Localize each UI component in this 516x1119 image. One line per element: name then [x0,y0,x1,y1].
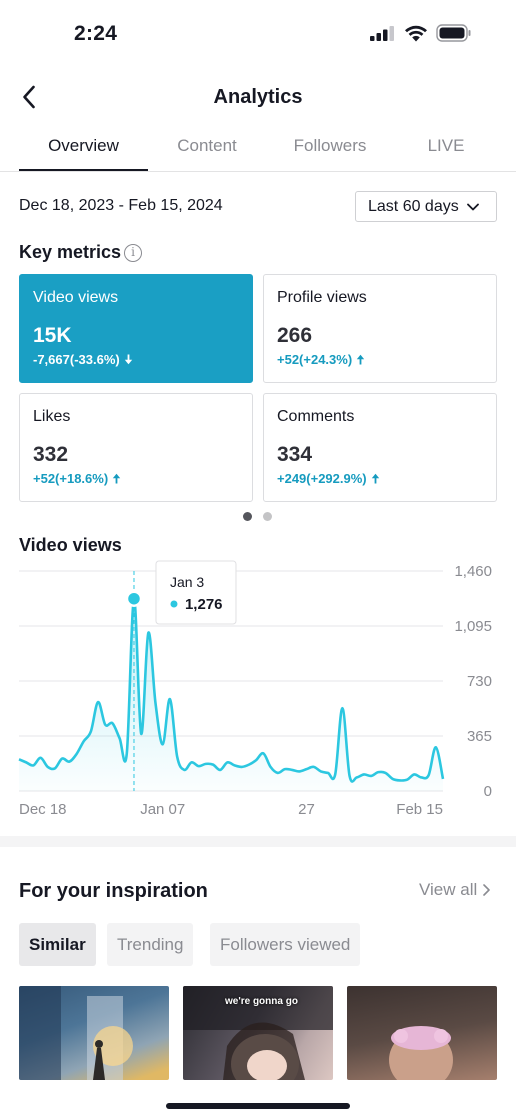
status-icons [370,24,472,42]
chip-similar[interactable]: Similar [19,923,96,966]
x-tick-label: 27 [298,801,315,818]
tab-bar: Overview Content Followers LIVE [0,126,516,172]
video-thumbnail-3[interactable] [347,986,497,1080]
period-dropdown[interactable]: Last 60 days [355,191,497,222]
series-area [19,598,443,791]
chip-trending[interactable]: Trending [107,923,194,966]
tooltip-date: Jan 3 [170,574,204,590]
key-metrics-title: Key metrics [19,242,122,262]
video-views-chart-svg: 1,460 1,095 730 365 0 Dec 18 Jan 07 27 Feb 15 Ja… [18,560,492,818]
metric-value: 15K [33,324,72,347]
thumbnail-image [19,986,133,1080]
metric-change: +52(+18.6%) [33,471,239,486]
pager-dot[interactable] [263,512,272,521]
info-icon[interactable]: i [124,244,142,262]
x-tick-label: Dec 18 [19,801,67,818]
battery-icon [436,24,471,42]
video-thumbnail-1[interactable] [19,986,169,1080]
page-title: Analytics [213,86,303,108]
metric-label: Video views [33,289,119,306]
metric-label: Likes [33,408,71,425]
metric-change-text: +52(+24.3%) [277,352,353,367]
metric-label: Comments [277,408,355,425]
metric-card-video-views[interactable]: Video views 15K -7,667(-33.6%) [19,274,253,383]
tab-content[interactable]: Content [177,136,237,155]
metric-change: +52(+24.3%) [277,352,483,367]
period-dropdown-value: Last 60 days [368,197,459,215]
home-indicator [166,1103,350,1109]
tooltip-marker [125,590,143,607]
tooltip-value: 1,276 [185,596,223,613]
date-range-label: Dec 18, 2023 - Feb 15, 2024 [19,197,223,214]
x-tick-label: Jan 07 [140,801,185,818]
metric-value: 332 [33,443,69,466]
thumbnail-image [183,986,333,1080]
nav-bar: Analytics [0,76,516,120]
y-tick-label: 1,460 [454,563,492,580]
thumbnail-image [389,1026,453,1080]
thumbnail-caption: we're gonna go [225,996,298,1007]
metrics-pager [243,512,272,521]
view-all-link[interactable]: View all [419,880,491,900]
metric-card-profile-views[interactable]: Profile views 266 +52(+24.3%) [263,274,497,383]
chevron-right-icon [483,884,491,896]
chart-title: Video views [19,535,122,555]
x-tick-label: Feb 15 [396,801,443,818]
cellular-signal-icon [370,26,394,41]
metric-label: Profile views [277,289,367,306]
metric-card-likes[interactable]: Likes 332 +52(+18.6%) [19,393,253,502]
y-tick-label: 365 [467,728,492,745]
wifi-icon [405,25,427,41]
tooltip-dot [170,600,178,608]
metric-change-text: +249(+292.9%) [277,471,367,486]
arrow-up-icon [112,473,121,484]
metric-change: -7,667(-33.6%) [33,352,239,367]
status-time: 2:24 [74,22,118,45]
tab-followers[interactable]: Followers [293,136,367,155]
chevron-left-icon [23,85,35,109]
view-all-label: View all [419,880,478,899]
tab-live[interactable]: LIVE [427,136,465,155]
chevron-down-icon [466,203,479,210]
metric-value: 266 [277,324,313,347]
y-tick-label: 1,095 [454,618,492,635]
arrow-up-icon [371,473,379,484]
tab-overview[interactable]: Overview [48,136,119,155]
metric-value: 334 [277,443,313,466]
metric-change: +249(+292.9%) [277,471,483,486]
y-tick-label: 730 [467,673,492,690]
metric-card-comments[interactable]: Comments 334 +249(+292.9%) [263,393,497,502]
arrow-up-icon [356,354,365,365]
video-views-chart[interactable]: 1,460 1,095 730 365 0 Dec 18 Jan 07 27 Feb 15 Ja… [0,560,516,820]
video-thumbnail-2[interactable]: we're gonna go [183,986,333,1080]
pager-dot-active[interactable] [243,512,252,521]
inspiration-title: For your inspiration [19,880,208,902]
status-bar: 2:24 [0,0,516,70]
y-tick-label: 0 [484,783,492,800]
section-divider [0,836,516,847]
arrow-down-icon [124,354,132,365]
back-button[interactable] [14,82,44,112]
chip-followers-viewed[interactable]: Followers viewed [210,923,361,966]
metric-change-text: +52(+18.6%) [33,471,109,486]
active-tab-indicator [19,169,148,171]
metric-change-text: -7,667(-33.6%) [33,352,120,367]
tooltip-box [155,560,237,625]
